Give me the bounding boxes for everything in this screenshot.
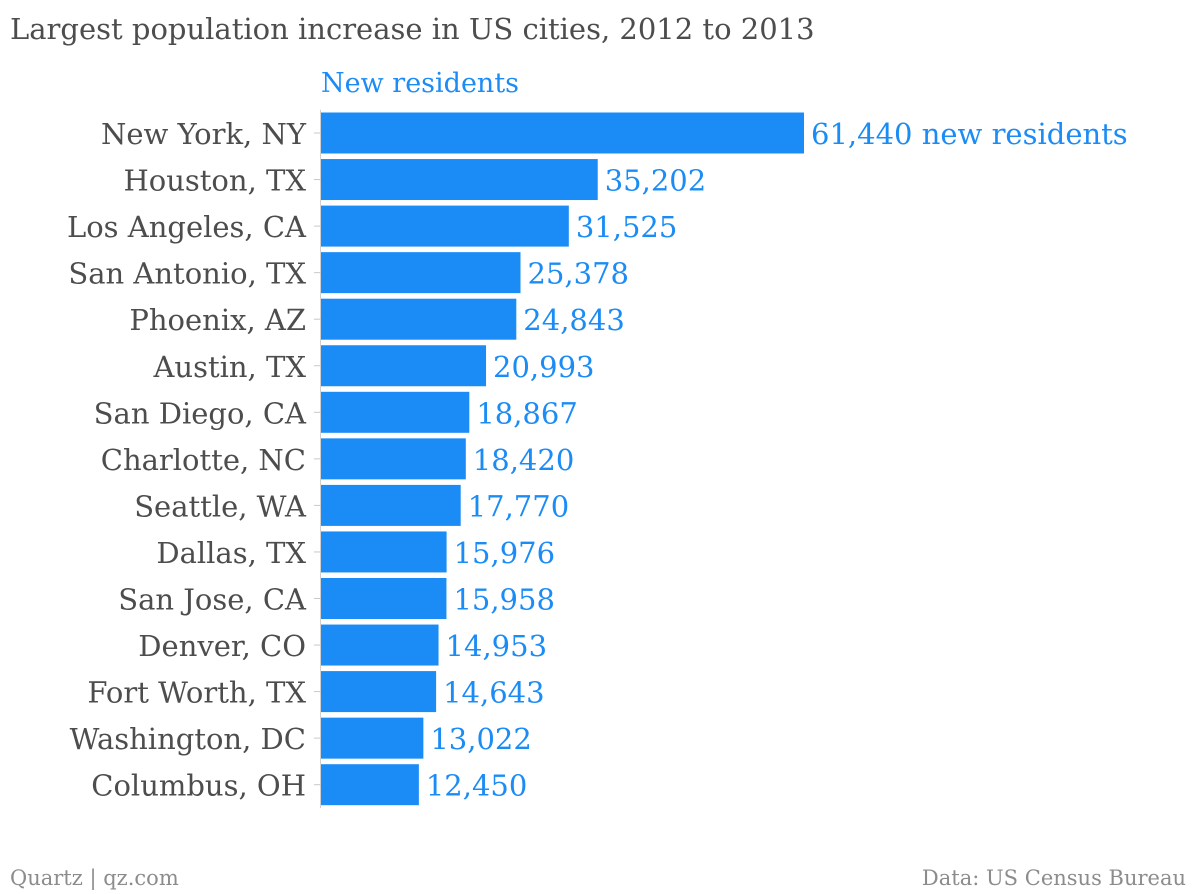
category-label: New York, NY xyxy=(101,117,307,151)
category-label: San Diego, CA xyxy=(94,396,307,430)
bar xyxy=(321,764,419,806)
bar xyxy=(321,159,598,201)
bar xyxy=(321,438,466,480)
source-text: Data: US Census Bureau xyxy=(921,866,1186,890)
legend-series-label: New residents xyxy=(321,68,519,99)
category-label: Columbus, OH xyxy=(91,769,306,803)
bar xyxy=(321,578,447,619)
bar xyxy=(321,624,439,666)
value-label: 31,525 xyxy=(576,210,677,244)
value-label: 18,867 xyxy=(476,396,577,430)
category-label: Dallas, TX xyxy=(156,536,306,570)
value-label: 18,420 xyxy=(473,443,574,477)
bar xyxy=(321,671,437,713)
value-label: 14,953 xyxy=(446,629,547,663)
value-label: 61,440 new residents xyxy=(811,117,1128,151)
bar xyxy=(321,531,447,573)
value-label: 14,643 xyxy=(443,676,544,710)
value-label: 20,993 xyxy=(493,350,594,384)
bar xyxy=(321,298,517,340)
bar xyxy=(321,252,521,294)
category-label: Houston, TX xyxy=(123,164,306,198)
category-label: Phoenix, AZ xyxy=(129,303,306,337)
bar xyxy=(321,112,804,154)
credit-text: Quartz | qz.com xyxy=(10,866,179,890)
value-label: 15,958 xyxy=(453,583,554,617)
bar xyxy=(321,345,487,387)
category-label: Fort Worth, TX xyxy=(87,676,306,710)
bar xyxy=(321,205,569,247)
value-label: 12,450 xyxy=(426,769,527,803)
value-label: 15,976 xyxy=(454,536,555,570)
category-label: San Jose, CA xyxy=(118,583,307,617)
value-label: 25,378 xyxy=(528,257,629,291)
value-label: 17,770 xyxy=(468,489,569,523)
bar xyxy=(321,484,461,526)
category-label: Washington, DC xyxy=(70,722,306,756)
category-label: Denver, CO xyxy=(138,629,306,663)
bar xyxy=(321,717,424,759)
category-label: Austin, TX xyxy=(152,350,306,384)
chart-title: Largest population increase in US cities… xyxy=(10,12,815,46)
category-label: San Antonio, TX xyxy=(68,257,306,291)
value-label: 13,022 xyxy=(430,722,531,756)
category-label: Charlotte, NC xyxy=(101,443,306,477)
value-label: 35,202 xyxy=(605,164,706,198)
value-label: 24,843 xyxy=(523,303,624,337)
category-label: Seattle, WA xyxy=(134,489,307,523)
category-label: Los Angeles, CA xyxy=(67,210,307,244)
bar xyxy=(321,391,470,433)
